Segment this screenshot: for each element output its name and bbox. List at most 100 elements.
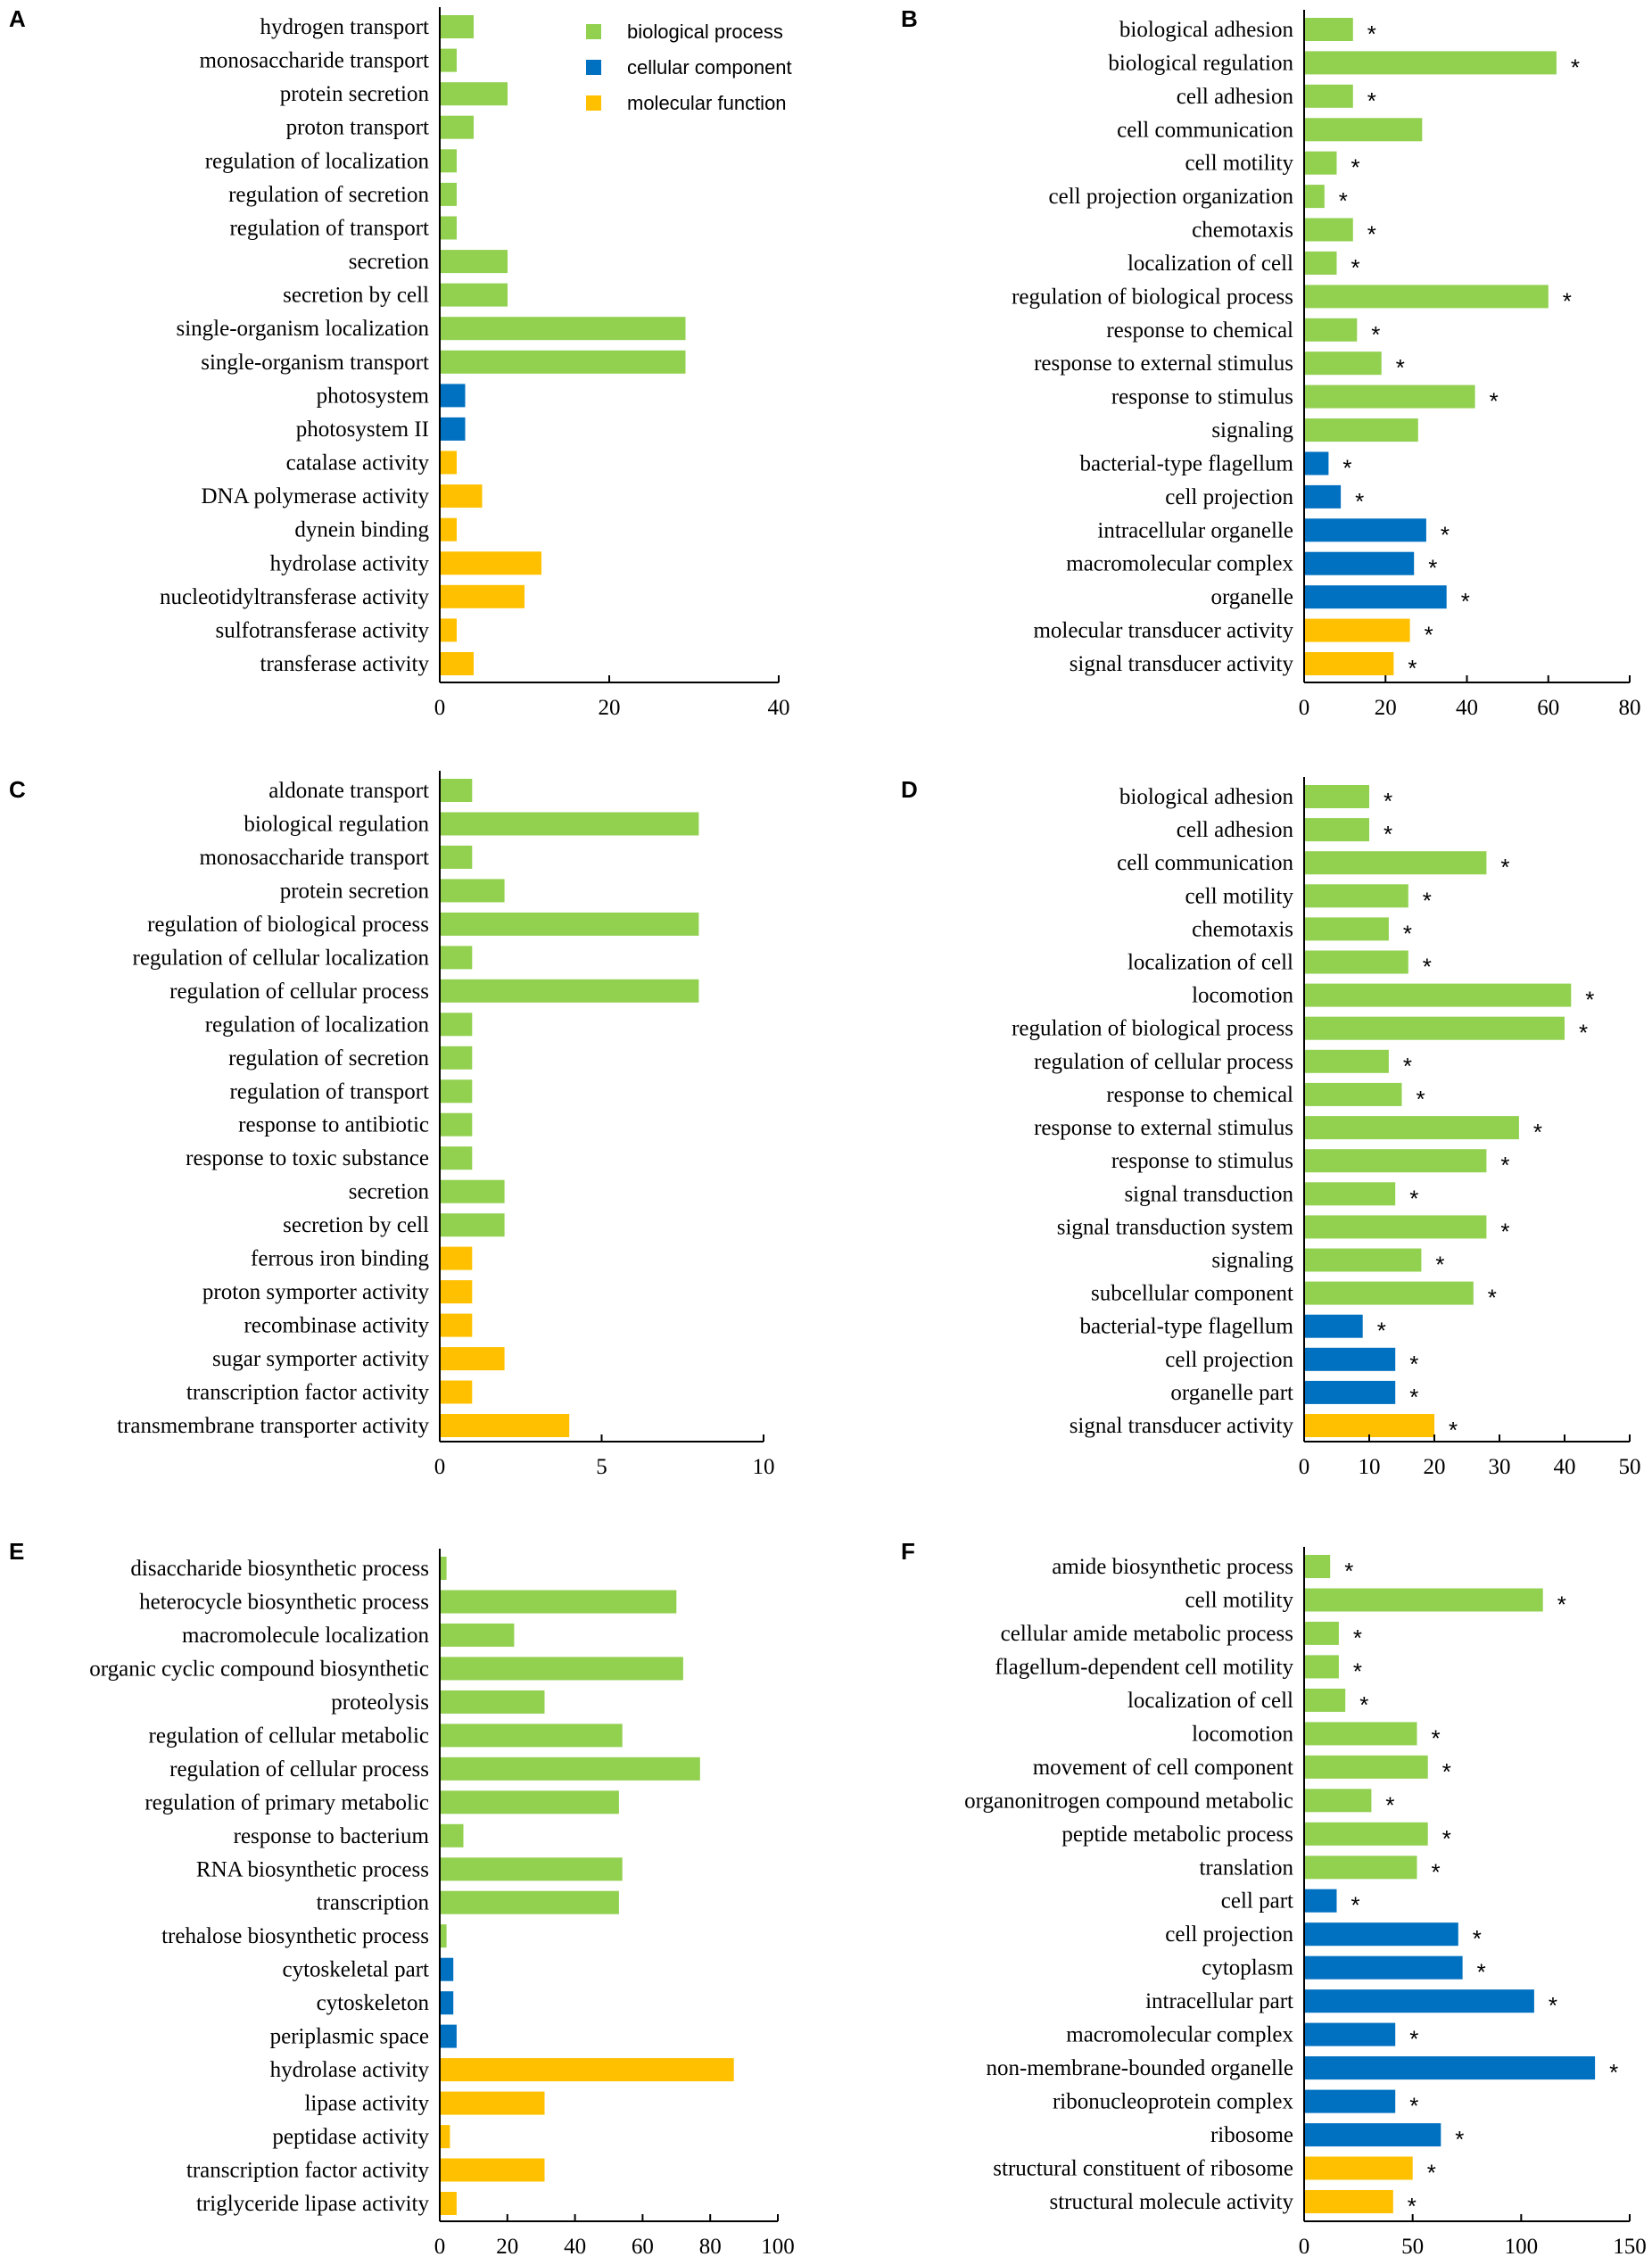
panel-b-bar-chemotaxis [1304, 218, 1353, 242]
panel-f-bar-macromolecular-complex [1304, 2022, 1396, 2046]
panel-b-star-cell-motility: * [1351, 154, 1360, 181]
panel-e-tick-label-20: 20 [496, 2235, 518, 2259]
panel-f-bar-cell-part [1304, 1889, 1337, 1913]
panel-c-bar-secretion [440, 1179, 505, 1203]
panel-c-bar-response-to-antibiotic [440, 1112, 473, 1137]
panel-a-bar-secretion [440, 250, 508, 274]
panel-a-bar-monosaccharide-transport [440, 48, 457, 72]
panel-b-label-signaling: signaling [1211, 418, 1293, 442]
panel-d-label-regulation-of-cellular-process: regulation of cellular process [1034, 1050, 1293, 1074]
panel-e-bar-hydrolase-activity [440, 2058, 734, 2082]
panel-a-label-regulation-of-secretion: regulation of secretion [228, 183, 429, 207]
panel-a-bar-secretion-by-cell [440, 283, 508, 307]
panel-b-bar-response-to-external-stimulus [1304, 351, 1382, 376]
panel-a-bar-regulation-of-secretion [440, 182, 457, 206]
panel-d-tick-label-50: 50 [1619, 1455, 1641, 1479]
panel-f-letter: F [901, 1538, 915, 1565]
panel-a-bar-photosystem [440, 384, 466, 408]
panel-a-bar-transferase-activity [440, 652, 474, 675]
legend-swatch-biological-process [586, 24, 601, 39]
panel-e-label-heterocycle-biosynthetic-process: heterocycle biosynthetic process [139, 1591, 429, 1615]
panel-d-star-localization-of-cell: * [1423, 954, 1432, 980]
panel-a-label-regulation-of-transport: regulation of transport [229, 217, 429, 241]
panel-a-label-protein-secretion: protein secretion [280, 82, 430, 106]
panel-f-label-non-membrane-bounded-organelle: non-membrane-bounded organelle [986, 2056, 1293, 2080]
panel-c-bar-regulation-of-transport [440, 1079, 473, 1104]
panel-e-tick-label-100: 100 [761, 2235, 795, 2259]
panel-d-bar-response-to-chemical [1304, 1082, 1402, 1106]
panel-a-label-secretion-by-cell: secretion by cell [283, 284, 429, 308]
panel-c-bar-aldonate-transport [440, 779, 473, 802]
panel-c-label-sugar-symporter-activity: sugar symporter activity [212, 1347, 429, 1371]
panel-e-label-proteolysis: proteolysis [331, 1690, 429, 1715]
panel-f-star-structural-constituent-of-ribosome: * [1427, 2160, 1436, 2186]
panel-c-bar-recombinase-activity [440, 1313, 473, 1337]
panel-c-label-secretion: secretion [349, 1180, 430, 1204]
panel-f-bar-intracellular-part [1304, 1989, 1534, 2013]
panel-e-bar-regulation-of-cellular-metabolic [440, 1724, 623, 1748]
panel-b-star-organelle: * [1461, 588, 1470, 615]
panel-f-star-ribonucleoprotein-complex: * [1409, 2093, 1418, 2120]
panel-d-label-cell-adhesion: cell adhesion [1177, 818, 1294, 842]
panel-b-star-regulation-of-biological-process: * [1563, 287, 1572, 314]
panel-a-letter: A [9, 5, 26, 32]
panel-f-bar-structural-constituent-of-ribosome [1304, 2156, 1413, 2180]
panel-b-star-localization-of-cell: * [1351, 254, 1360, 281]
panel-f-star-macromolecular-complex: * [1409, 2026, 1418, 2053]
panel-f-star-locomotion: * [1432, 1724, 1441, 1751]
panel-e-tick-label-80: 80 [699, 2235, 722, 2259]
panel-c-label-proton-symporter-activity: proton symporter activity [202, 1280, 430, 1304]
panel-a-bar-single-organism-transport [440, 350, 686, 374]
panel-e-label-transcription-factor-activity: transcription factor activity [186, 2159, 430, 2183]
panel-f-star-structural-molecule-activity: * [1408, 2193, 1417, 2220]
panel-d-star-chemotaxis: * [1403, 920, 1412, 947]
panel-f-star-intracellular-part: * [1549, 1992, 1557, 2019]
panel-b-star-response-to-external-stimulus: * [1396, 354, 1405, 381]
legend-label-molecular-function: molecular function [627, 92, 787, 114]
panel-a-tick-label-0: 0 [434, 696, 446, 720]
panel-b-label-response-to-stimulus: response to stimulus [1111, 385, 1293, 409]
panel-b-bar-signaling [1304, 418, 1418, 442]
panel-a-bar-single-organism-localization [440, 317, 686, 341]
legend-swatch-cellular-component [586, 60, 601, 75]
panel-f-label-cell-part: cell part [1221, 1889, 1293, 1914]
panel-c-tick-label-0: 0 [434, 1455, 446, 1479]
panel-d-bar-signaling [1304, 1248, 1422, 1272]
panel-e-bar-organic-cyclic-compound-biosynthetic [440, 1657, 683, 1681]
panel-d-label-signal-transduction-system: signal transduction system [1057, 1215, 1294, 1239]
panel-f-bar-cellular-amide-metabolic-process [1304, 1621, 1339, 1645]
panel-e-bar-disaccharide-biosynthetic-process [440, 1557, 447, 1580]
panel-b-label-localization-of-cell: localization of cell [1127, 252, 1293, 276]
panel-d-star-signal-transduction-system: * [1500, 1218, 1509, 1244]
panel-a-tick-label-40: 40 [768, 696, 790, 720]
panel-c-label-transmembrane-transporter-activity: transmembrane transporter activity [117, 1414, 429, 1438]
panel-d-label-response-to-external-stimulus: response to external stimulus [1034, 1116, 1293, 1140]
panel-d-label-organelle-part: organelle part [1170, 1381, 1293, 1405]
panel-c-label-biological-regulation: biological regulation [244, 813, 429, 837]
panel-b-bar-molecular-transducer-activity [1304, 618, 1410, 642]
panel-b-bar-localization-of-cell [1304, 251, 1337, 275]
panel-a-bar-dna-polymerase-activity [440, 484, 483, 508]
panel-b-star-chemotaxis: * [1367, 221, 1376, 248]
panel-d-star-regulation-of-biological-process: * [1579, 1020, 1588, 1046]
panel-f-label-movement-of-cell-component: movement of cell component [1033, 1756, 1293, 1780]
panel-c-bar-proton-symporter-activity [440, 1280, 473, 1304]
panel-d-bar-bacterial-type-flagellum [1304, 1314, 1363, 1338]
panel-f-star-translation: * [1432, 1858, 1441, 1885]
panel-a-label-single-organism-localization: single-organism localization [177, 317, 430, 341]
panel-e-bar-peptidase-activity [440, 2125, 450, 2149]
panel-c-label-regulation-of-cellular-localization: regulation of cellular localization [133, 946, 430, 970]
panel-c-bar-secretion-by-cell [440, 1213, 505, 1237]
panel-d-star-signaling: * [1435, 1252, 1444, 1278]
panel-f-star-flagellum-dependent-cell-motility: * [1353, 1657, 1362, 1684]
panel-b-star-molecular-transducer-activity: * [1425, 622, 1433, 649]
panel-e-label-triglyceride-lipase-activity: triglyceride lipase activity [196, 2192, 430, 2216]
panel-f-label-peptide-metabolic-process: peptide metabolic process [1061, 1823, 1293, 1847]
panel-c-label-regulation-of-localization: regulation of localization [205, 1013, 430, 1037]
panel-f-bar-translation [1304, 1856, 1417, 1880]
panel-d-bar-cell-adhesion [1304, 818, 1369, 842]
panel-f-label-cellular-amide-metabolic-process: cellular amide metabolic process [1001, 1622, 1293, 1646]
panel-b-tick-label-80: 80 [1619, 696, 1641, 720]
panel-d-bar-response-to-stimulus [1304, 1149, 1487, 1173]
panel-a-bar-hydrogen-transport [440, 15, 474, 38]
